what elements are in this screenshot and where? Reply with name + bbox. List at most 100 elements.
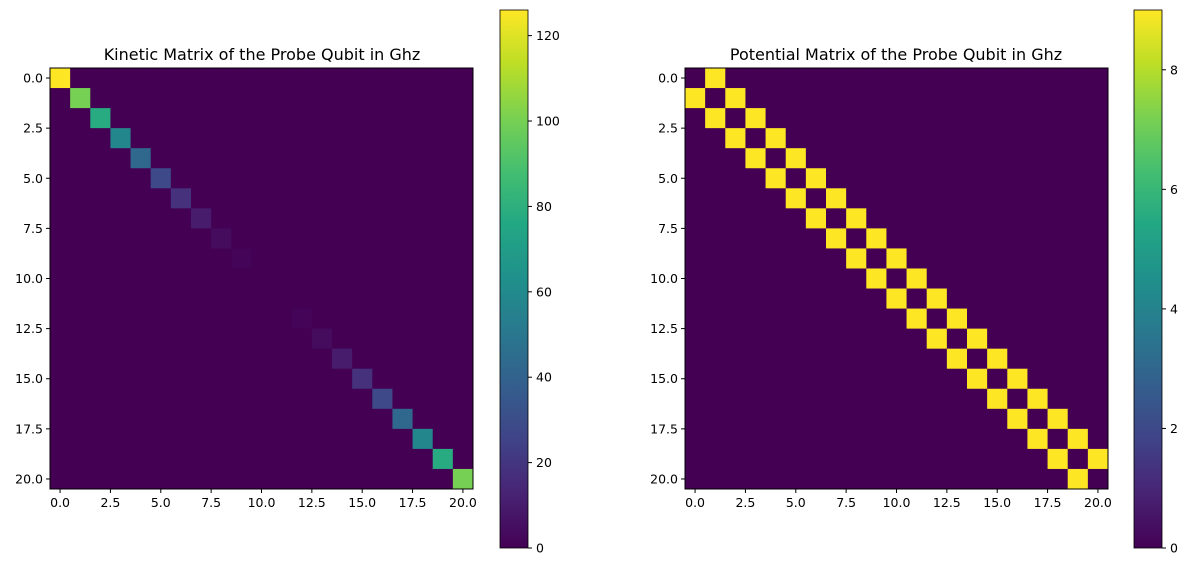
heatmap-cell: [130, 88, 152, 109]
x-tick-label: 7.5: [836, 495, 856, 510]
heatmap-cell: [1027, 288, 1048, 309]
heatmap-cell: [987, 68, 1008, 89]
y-tick-label: 0.0: [23, 71, 43, 86]
heatmap-cell: [805, 328, 827, 350]
heatmap-cell: [352, 368, 373, 390]
heatmap-cell: [70, 308, 91, 330]
heatmap-cell: [886, 468, 907, 490]
heatmap-cell: [50, 448, 71, 470]
heatmap-cell: [130, 68, 152, 89]
heatmap-cell: [50, 148, 71, 169]
heatmap-cell: [805, 228, 827, 249]
heatmap-cell: [70, 68, 91, 89]
heatmap-cell: [110, 128, 131, 149]
heatmap-cell: [311, 428, 333, 450]
heatmap-cell: [332, 68, 353, 89]
heatmap-cell: [191, 448, 212, 470]
heatmap-cell: [332, 148, 353, 169]
heatmap-cell: [432, 68, 454, 89]
heatmap-cell: [967, 428, 988, 450]
heatmap-cell: [352, 308, 373, 330]
kinetic-colorbar-gradient: [499, 9, 529, 549]
heatmap-cell: [372, 128, 393, 149]
heatmap-cell: [745, 468, 766, 490]
heatmap-cell: [1047, 188, 1069, 209]
heatmap-cell: [291, 228, 313, 249]
heatmap-cell: [705, 328, 726, 350]
heatmap-cell: [372, 268, 393, 289]
heatmap-cell: [866, 108, 887, 129]
heatmap-cell: [745, 148, 766, 169]
heatmap-cell: [685, 348, 706, 370]
heatmap-cell: [866, 428, 887, 450]
heatmap-cell: [251, 328, 272, 350]
heatmap-cell: [90, 228, 111, 249]
heatmap-cell: [452, 228, 474, 249]
heatmap-cell: [150, 308, 172, 330]
heatmap-cell: [866, 188, 887, 209]
heatmap-cell: [50, 208, 71, 229]
heatmap-cell: [110, 228, 131, 249]
heatmap-cell: [392, 248, 413, 269]
heatmap-cell: [211, 88, 232, 109]
heatmap-cell: [987, 468, 1008, 490]
heatmap-cell: [150, 328, 172, 350]
heatmap-cell: [432, 188, 454, 209]
heatmap-cell: [271, 468, 293, 490]
heatmap-cell: [271, 288, 293, 309]
heatmap-cell: [211, 108, 232, 129]
heatmap-cell: [1047, 368, 1069, 390]
heatmap-cell: [211, 308, 232, 330]
heatmap-cell: [886, 408, 907, 430]
heatmap-cell: [150, 368, 172, 390]
heatmap-cell: [705, 148, 726, 169]
heatmap-cell: [705, 228, 726, 249]
heatmap-cell: [271, 428, 293, 450]
heatmap-cell: [432, 288, 454, 309]
heatmap-cell: [866, 408, 887, 430]
heatmap-cell: [372, 468, 393, 490]
heatmap-cell: [291, 88, 313, 109]
heatmap-cell: [745, 68, 766, 89]
heatmap-cell: [725, 88, 746, 109]
heatmap-cell: [211, 208, 232, 229]
heatmap-cell: [846, 328, 867, 350]
heatmap-cell: [291, 208, 313, 229]
heatmap-cell: [906, 328, 928, 350]
heatmap-cell: [352, 328, 373, 350]
heatmap-cell: [1027, 348, 1048, 370]
heatmap-cell: [846, 188, 867, 209]
x-tick-label: 2.5: [735, 495, 755, 510]
heatmap-cell: [191, 288, 212, 309]
heatmap-cell: [332, 348, 353, 370]
heatmap-cell: [967, 408, 988, 430]
heatmap-cell: [291, 448, 313, 470]
heatmap-cell: [50, 388, 71, 410]
heatmap-cell: [452, 348, 474, 370]
heatmap-cell: [352, 348, 373, 370]
heatmap-cell: [946, 168, 968, 189]
heatmap-cell: [685, 408, 706, 430]
heatmap-cell: [412, 468, 434, 490]
heatmap-cell: [725, 268, 746, 289]
heatmap-cell: [412, 248, 434, 269]
heatmap-cell: [1047, 408, 1069, 430]
heatmap-cell: [50, 128, 71, 149]
heatmap-cell: [432, 468, 454, 490]
potential-colorbar-ticks: 0 2 4 6 8: [1162, 62, 1178, 556]
heatmap-cell: [987, 188, 1008, 209]
heatmap-cell: [231, 308, 252, 330]
heatmap-cell: [1007, 148, 1028, 169]
heatmap-cell: [110, 208, 131, 229]
heatmap-cell: [311, 188, 333, 209]
heatmap-cell: [332, 328, 353, 350]
heatmap-cell: [412, 308, 434, 330]
heatmap-cell: [685, 268, 706, 289]
heatmap-cell: [1027, 148, 1048, 169]
heatmap-cell: [170, 128, 192, 149]
heatmap-cell: [785, 168, 807, 189]
heatmap-cell: [805, 108, 827, 129]
heatmap-cell: [150, 408, 172, 430]
heatmap-cell: [886, 228, 907, 249]
heatmap-cell: [946, 428, 968, 450]
